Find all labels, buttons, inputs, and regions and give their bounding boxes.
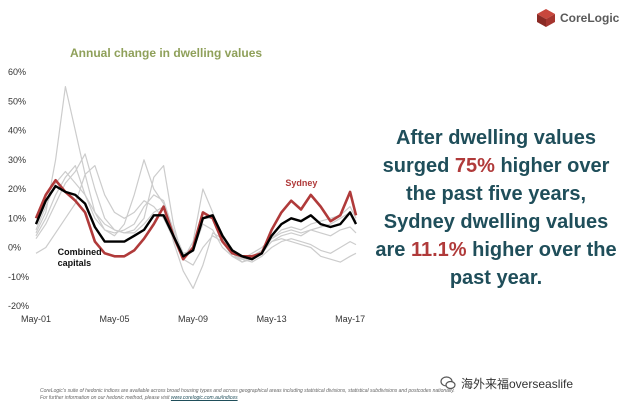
brand-name: CoreLogic xyxy=(560,11,620,25)
y-tick-label: 30% xyxy=(8,155,26,165)
headline: After dwelling values surged 75% higher … xyxy=(372,124,620,292)
y-tick-label: 60% xyxy=(8,67,26,77)
combined-capitals-series-line xyxy=(34,184,358,261)
sydney-annotation: Sydney xyxy=(285,178,317,188)
sydney-series-line xyxy=(34,178,358,261)
watermark-text: 海外来福overseaslife xyxy=(461,376,574,391)
x-tick-label: May-17 xyxy=(335,314,365,324)
headline-part-1: After dwelling values surged xyxy=(382,127,597,177)
corelogic-logo-icon xyxy=(537,9,555,27)
headline-part-3: higher over the past year. xyxy=(449,239,617,289)
other-capital-series-line xyxy=(35,86,357,289)
headline-pct-1: 75% xyxy=(454,155,495,177)
chart-title: Annual change in dwelling values xyxy=(70,46,263,60)
y-tick-label: 0% xyxy=(8,243,21,253)
y-tick-label: -20% xyxy=(8,301,29,311)
y-tick-label: 10% xyxy=(8,213,26,223)
line-chart: 60% 50% 40% 30% 20% 10% 0% -10% -20% May-01 May-05… xyxy=(8,67,365,324)
other-capital-series-line xyxy=(35,153,357,260)
x-tick-label: May-13 xyxy=(257,314,287,324)
y-tick-label: 40% xyxy=(8,126,26,136)
y-tick-label: 50% xyxy=(8,96,26,106)
y-tick-label: -10% xyxy=(8,272,29,282)
headline-part-2: higher over the past five years, Sydney … xyxy=(375,155,610,261)
combined-capitals-annotation: Combined capitals xyxy=(58,247,102,268)
brand-logo: CoreLogic xyxy=(536,8,620,28)
other-capital-series-line xyxy=(35,165,357,266)
wechat-icon xyxy=(440,376,456,390)
headline-pct-2: 11.1% xyxy=(410,239,467,261)
footnote-link[interactable]: www.corelogic.com.au/indices xyxy=(170,395,238,401)
footnote-text: CoreLogic's suite of hedonic indices are… xyxy=(40,388,455,401)
watermark: 海外来福overseaslife xyxy=(440,372,620,394)
x-tick-label: May-05 xyxy=(100,314,130,324)
footnote: CoreLogic's suite of hedonic indices are… xyxy=(40,388,460,402)
x-tick-label: May-09 xyxy=(178,314,208,324)
y-tick-label: 20% xyxy=(8,184,26,194)
x-tick-label: May-01 xyxy=(21,314,51,324)
